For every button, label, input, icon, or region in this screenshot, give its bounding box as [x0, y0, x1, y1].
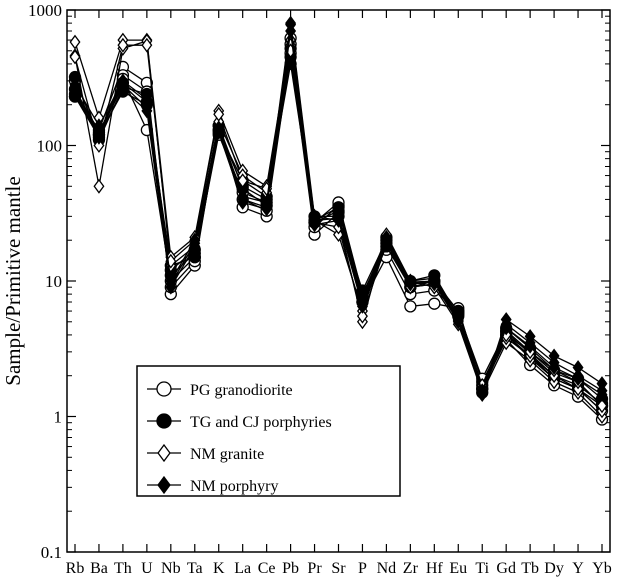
data-point	[165, 279, 177, 295]
y-tick-label: 100	[37, 137, 63, 156]
x-tick-label-ta: Ta	[187, 560, 203, 577]
data-point	[356, 298, 368, 314]
data-point	[452, 313, 464, 329]
legend: PG granodiorite TG and CJ porphyries NM gr…	[136, 365, 401, 497]
legend-entry: NM porphyry	[147, 475, 278, 495]
x-tick-label-yb: Yb	[592, 560, 612, 577]
x-tick-label-eu: Eu	[449, 560, 467, 577]
data-point	[69, 86, 81, 102]
legend-label: TG and CJ porphyries	[190, 414, 332, 431]
x-tick-label-hf: Hf	[426, 560, 444, 577]
data-point	[500, 320, 512, 336]
x-tick-label-ba: Ba	[90, 560, 108, 577]
data-point	[237, 195, 249, 210]
legend-entry: TG and CJ porphyries	[147, 413, 332, 431]
data-point	[141, 37, 153, 53]
x-tick-label-th: Th	[114, 560, 132, 577]
legend-label: NM granite	[190, 446, 264, 463]
x-tick-label-ce: Ce	[258, 560, 276, 577]
data-point	[141, 103, 153, 119]
data-point	[596, 398, 608, 414]
x-tick-label-k: K	[213, 560, 225, 577]
x-tick-label-rb: Rb	[66, 560, 85, 577]
x-tick-label-la: La	[234, 560, 251, 577]
data-point	[117, 37, 129, 53]
data-point	[428, 274, 440, 290]
data-point	[548, 360, 560, 375]
x-tick-label-dy: Dy	[544, 560, 564, 577]
data-point	[572, 371, 584, 387]
series-nm-porphyry	[69, 15, 608, 403]
data-point	[261, 201, 273, 217]
x-tick-label-tb: Tb	[521, 560, 539, 577]
x-axis: Rb Ba Th U Nb Ta K La Ce Pb Pr Sr P Nd Zr Hf Eu Ti Gd Tb Dy Y…	[66, 10, 612, 577]
data-point	[156, 413, 172, 429]
data-point	[476, 383, 488, 399]
legend-label: NM porphyry	[190, 478, 278, 495]
data-point	[93, 138, 105, 153]
x-tick-label-pr: Pr	[307, 560, 322, 577]
legend-entry: PG granodiorite	[147, 381, 293, 399]
y-tick-label: 1000	[28, 1, 62, 20]
legend-entry: NM granite	[147, 443, 264, 463]
data-point	[333, 212, 344, 228]
y-tick-label: 1	[54, 408, 63, 427]
data-point	[157, 443, 171, 463]
y-axis-label: Sample/Primitive mantle	[1, 176, 25, 385]
x-tick-label-nb: Nb	[161, 560, 181, 577]
x-tick-label-u: U	[141, 560, 153, 577]
x-tick-label-y: Y	[572, 560, 584, 577]
data-point	[213, 124, 225, 140]
data-point	[157, 475, 171, 495]
data-point	[309, 217, 321, 233]
y-tick-label: 0.1	[41, 543, 62, 562]
legend-label: PG granodiorite	[190, 382, 293, 399]
data-point	[428, 297, 441, 310]
x-tick-label-gd: Gd	[496, 560, 516, 577]
data-point	[285, 23, 297, 39]
data-point	[69, 34, 81, 50]
x-tick-label-sr: Sr	[331, 560, 346, 577]
x-tick-label-ti: Ti	[475, 560, 489, 577]
data-point	[117, 81, 129, 97]
x-tick-label-pb: Pb	[282, 560, 299, 577]
data-point	[93, 178, 105, 194]
y-tick-label: 10	[45, 272, 62, 291]
data-point	[596, 387, 608, 403]
data-point	[189, 238, 201, 254]
data-point	[380, 235, 392, 251]
data-point	[93, 129, 105, 145]
x-tick-label-p: P	[358, 560, 367, 577]
data-point	[404, 276, 416, 292]
data-point	[156, 381, 172, 397]
data-point	[69, 49, 81, 65]
x-tick-label-zr: Zr	[403, 560, 419, 577]
data-point	[356, 308, 368, 324]
legend-box	[136, 365, 401, 497]
data-point	[237, 173, 249, 189]
data-point	[524, 338, 536, 354]
plot-area	[68, 15, 609, 426]
data-point	[404, 300, 417, 313]
x-tick-label-nd: Nd	[377, 560, 397, 577]
